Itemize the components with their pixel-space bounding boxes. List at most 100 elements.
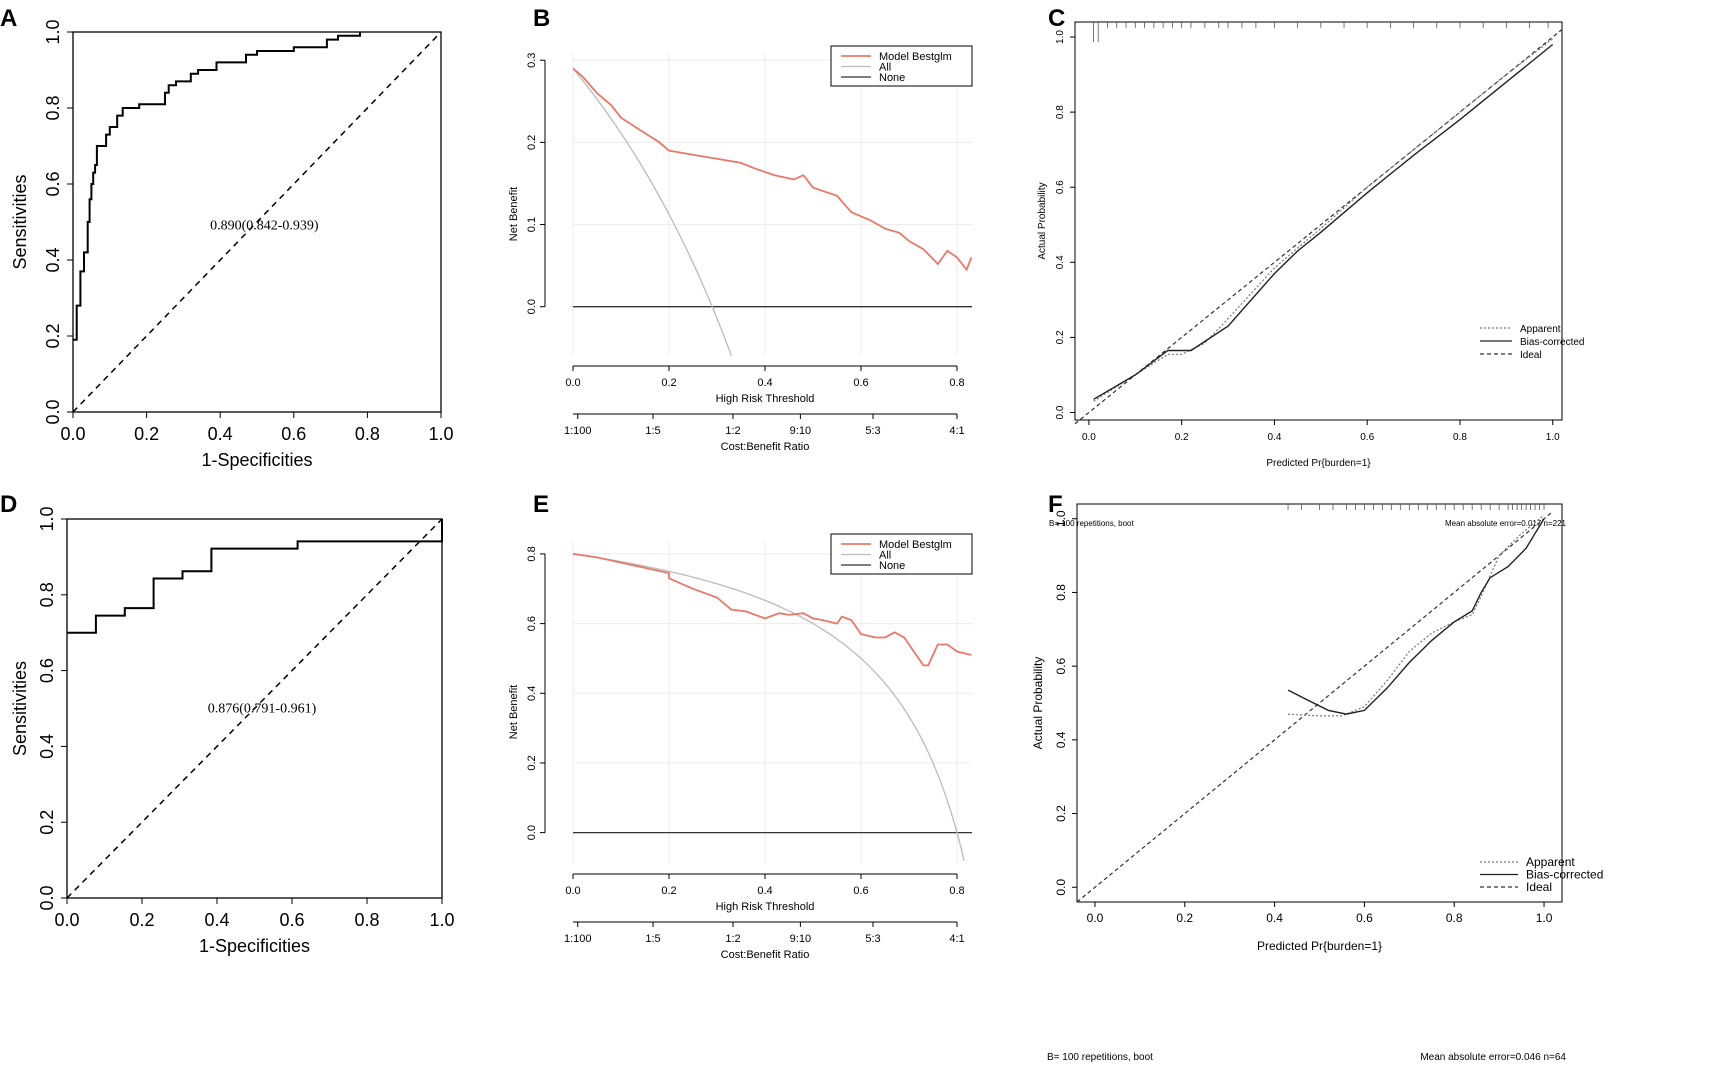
x-axis-label: Predicted Pr{burden=1} <box>1266 458 1371 469</box>
x-tick-label: 0.2 <box>1176 911 1193 925</box>
footnote-right: Mean absolute error=0.017 n=221 <box>1445 519 1567 528</box>
y-tick-label: 0.4 <box>37 734 57 759</box>
cost-benefit-tick-label: 1:5 <box>645 933 660 945</box>
plot-frame <box>1074 21 1563 421</box>
legend-label: Bias-corrected <box>1520 337 1584 348</box>
apparent-curve <box>1093 38 1554 402</box>
x-tick-label: 0.8 <box>949 377 964 389</box>
cost-benefit-axis-label: Cost:Benefit Ratio <box>721 441 810 453</box>
cost-benefit-tick-label: 9:10 <box>790 933 811 945</box>
y-tick-label: 0.8 <box>43 95 63 120</box>
y-tick-label: 0.0 <box>37 885 57 910</box>
x-tick-label: 0.4 <box>1266 911 1283 925</box>
x-tick-label: 1.0 <box>1536 911 1553 925</box>
x-tick-label: 0.6 <box>853 885 868 897</box>
all-curve <box>572 553 965 862</box>
y-tick-label: 1.0 <box>1055 30 1066 44</box>
legend: Apparent Bias-corrected Ideal <box>1480 324 1584 361</box>
legend-label: Ideal <box>1526 880 1552 894</box>
x-tick-label: 0.0 <box>1087 911 1104 925</box>
y-tick-label: 0.6 <box>43 171 63 196</box>
panel-letter: D <box>0 491 17 518</box>
x-tick-label: 0.8 <box>949 885 964 897</box>
cost-benefit-axis-label: Cost:Benefit Ratio <box>721 949 810 961</box>
y-tick-label: 0.4 <box>526 686 538 701</box>
footnote-left: B= 100 repetitions, boot <box>1049 519 1135 528</box>
y-tick-label: 0.6 <box>1055 180 1066 194</box>
panel-a: A 0.0 0.2 0.4 0.6 0.8 1.0 0.0 0.2 0.4 0.6 0.8 1.0 1-S… <box>0 5 454 470</box>
panel-f: F 0.0 0.2 0.4 0.6 0.8 1.0 0.0 0.2 0.4 0.6 0.8 1.0 Pre… <box>1031 491 1603 1063</box>
panel-e: E 0.0 0.2 0.4 0.6 0.8 High Risk Threshold 0.0 0.… <box>508 491 973 961</box>
y-tick-label: 1.0 <box>1054 510 1068 527</box>
y-tick-label: 0.4 <box>1055 255 1066 269</box>
y-tick-label: 0.6 <box>526 616 538 631</box>
x-tick-label: 0.2 <box>661 885 676 897</box>
x-tick-label: 0.6 <box>1360 432 1374 443</box>
x-tick-label: 1.0 <box>429 910 454 930</box>
x-tick-label: 0.6 <box>853 377 868 389</box>
y-tick-label: 0.6 <box>37 658 57 683</box>
y-tick-label: 0.1 <box>526 217 538 232</box>
x-tick-label: 0.8 <box>1453 432 1467 443</box>
y-tick-label: 0.2 <box>526 755 538 770</box>
x-tick-label: 0.4 <box>757 885 772 897</box>
legend-label: None <box>879 72 905 84</box>
y-tick-label: 0.6 <box>1054 657 1068 674</box>
auc-annotation: 0.890(0.842-0.939) <box>210 219 319 234</box>
legend-label: Apparent <box>1526 855 1575 869</box>
model-curve <box>572 553 972 667</box>
x-axis-label: 1-Specificities <box>201 450 312 470</box>
x-axis-label: High Risk Threshold <box>716 901 815 913</box>
x-axis-label: 1-Specificities <box>199 936 310 956</box>
x-tick-label: 0.2 <box>661 377 676 389</box>
y-tick-label: 0.8 <box>526 546 538 561</box>
x-tick-label: 0.4 <box>757 377 772 389</box>
cost-benefit-tick-label: 9:10 <box>790 425 811 437</box>
x-tick-label: 0.6 <box>279 910 304 930</box>
y-tick-label: 0.2 <box>1054 805 1068 822</box>
y-tick-label: 0.0 <box>43 399 63 424</box>
y-tick-label: 0.4 <box>1054 731 1068 748</box>
x-tick-label: 0.0 <box>1082 432 1096 443</box>
x-tick-label: 0.0 <box>565 885 580 897</box>
y-tick-label: 0.0 <box>526 299 538 314</box>
x-tick-label: 0.4 <box>1267 432 1281 443</box>
y-tick-label: 0.0 <box>1054 879 1068 896</box>
y-tick-label: 0.0 <box>526 825 538 840</box>
y-axis-label: Net Benefit <box>508 187 520 241</box>
y-tick-label: 0.0 <box>1055 405 1066 419</box>
legend-label: All <box>879 62 891 74</box>
y-axis-label: Sensitivities <box>10 174 30 269</box>
all-curve <box>572 67 733 357</box>
legend-label: Model Bestglm <box>879 51 952 63</box>
panel-letter: F <box>1048 491 1063 518</box>
cost-benefit-tick-label: 5:3 <box>865 933 880 945</box>
y-tick-label: 0.8 <box>37 582 57 607</box>
panel-letter: E <box>533 491 549 518</box>
y-tick-label: 0.8 <box>1054 584 1068 601</box>
panel-letter: A <box>0 5 17 32</box>
roc-curve <box>73 32 361 341</box>
auc-annotation: 0.876(0.791-0.961) <box>208 701 317 716</box>
legend-label: All <box>879 550 891 562</box>
legend-label: None <box>879 560 905 572</box>
x-axis-label: High Risk Threshold <box>716 393 815 405</box>
footnote-left: B= 100 repetitions, boot <box>1047 1052 1153 1063</box>
x-tick-label: 0.6 <box>1356 911 1373 925</box>
x-tick-label: 0.6 <box>281 424 306 444</box>
bias-corrected-curve <box>1093 43 1554 400</box>
cost-benefit-tick-label: 1:100 <box>564 425 592 437</box>
y-tick-label: 1.0 <box>37 506 57 531</box>
y-axis-label: Actual Probability <box>1031 657 1045 750</box>
y-tick-label: 0.3 <box>526 53 538 68</box>
panel-d: D 0.0 0.2 0.4 0.6 0.8 1.0 0.0 0.2 0.4 0.6 0.8 1.0 1-S… <box>0 491 455 956</box>
cost-benefit-tick-label: 1:100 <box>564 933 592 945</box>
legend-label: Bias-corrected <box>1526 868 1603 882</box>
y-tick-label: 0.2 <box>526 135 538 150</box>
legend-label: Model Bestglm <box>879 539 952 551</box>
x-tick-label: 0.0 <box>565 377 580 389</box>
model-curve <box>572 67 973 272</box>
